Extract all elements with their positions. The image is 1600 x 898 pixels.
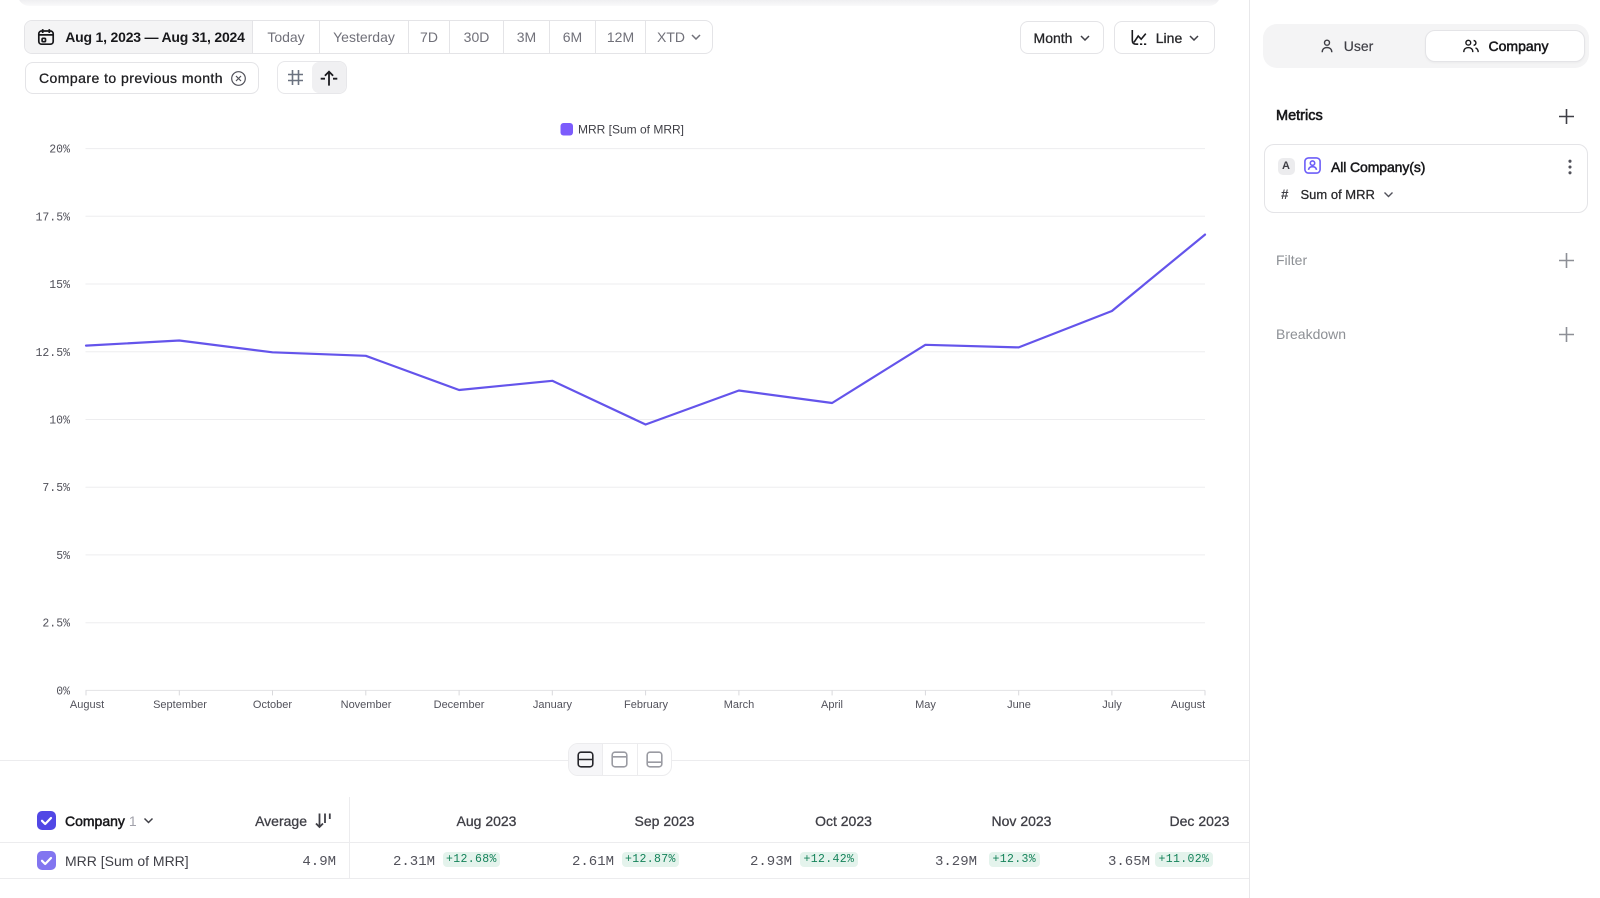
svg-text:August: August: [70, 699, 104, 711]
svg-text:July: July: [1102, 699, 1122, 711]
svg-text:17.5%: 17.5%: [35, 211, 70, 224]
svg-text:December: December: [434, 699, 485, 711]
svg-text:0%: 0%: [56, 685, 70, 698]
svg-text:15%: 15%: [49, 279, 70, 292]
svg-text:November: November: [341, 699, 392, 711]
svg-text:April: April: [821, 699, 843, 711]
svg-text:January: January: [533, 699, 573, 711]
svg-text:October: October: [253, 699, 292, 711]
svg-text:12.5%: 12.5%: [35, 347, 70, 360]
svg-text:5%: 5%: [56, 550, 70, 563]
svg-text:May: May: [915, 699, 936, 711]
svg-text:20%: 20%: [49, 144, 70, 157]
svg-text:MRR [Sum of MRR]: MRR [Sum of MRR]: [578, 123, 684, 137]
svg-text:August: August: [1171, 699, 1205, 711]
svg-text:10%: 10%: [49, 415, 70, 428]
svg-text:7.5%: 7.5%: [42, 482, 70, 495]
svg-text:February: February: [624, 699, 669, 711]
svg-text:2.5%: 2.5%: [42, 618, 70, 631]
svg-text:September: September: [153, 699, 207, 711]
svg-text:March: March: [724, 699, 755, 711]
svg-text:June: June: [1007, 699, 1031, 711]
